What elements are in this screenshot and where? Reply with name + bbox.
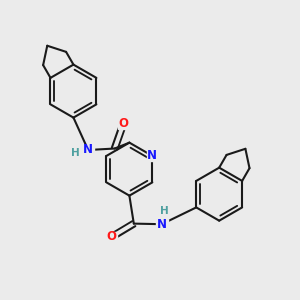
Text: H: H <box>70 148 79 158</box>
Bar <box>118 118 129 129</box>
Text: N: N <box>83 143 93 157</box>
Text: N: N <box>157 218 167 231</box>
Bar <box>147 151 158 160</box>
Text: N: N <box>147 149 157 162</box>
Bar <box>156 219 168 230</box>
Text: O: O <box>107 230 117 243</box>
Bar <box>70 149 79 157</box>
Bar <box>106 232 117 242</box>
Text: H: H <box>160 206 169 216</box>
Bar <box>160 207 169 215</box>
Bar <box>82 145 94 155</box>
Text: O: O <box>118 117 128 130</box>
